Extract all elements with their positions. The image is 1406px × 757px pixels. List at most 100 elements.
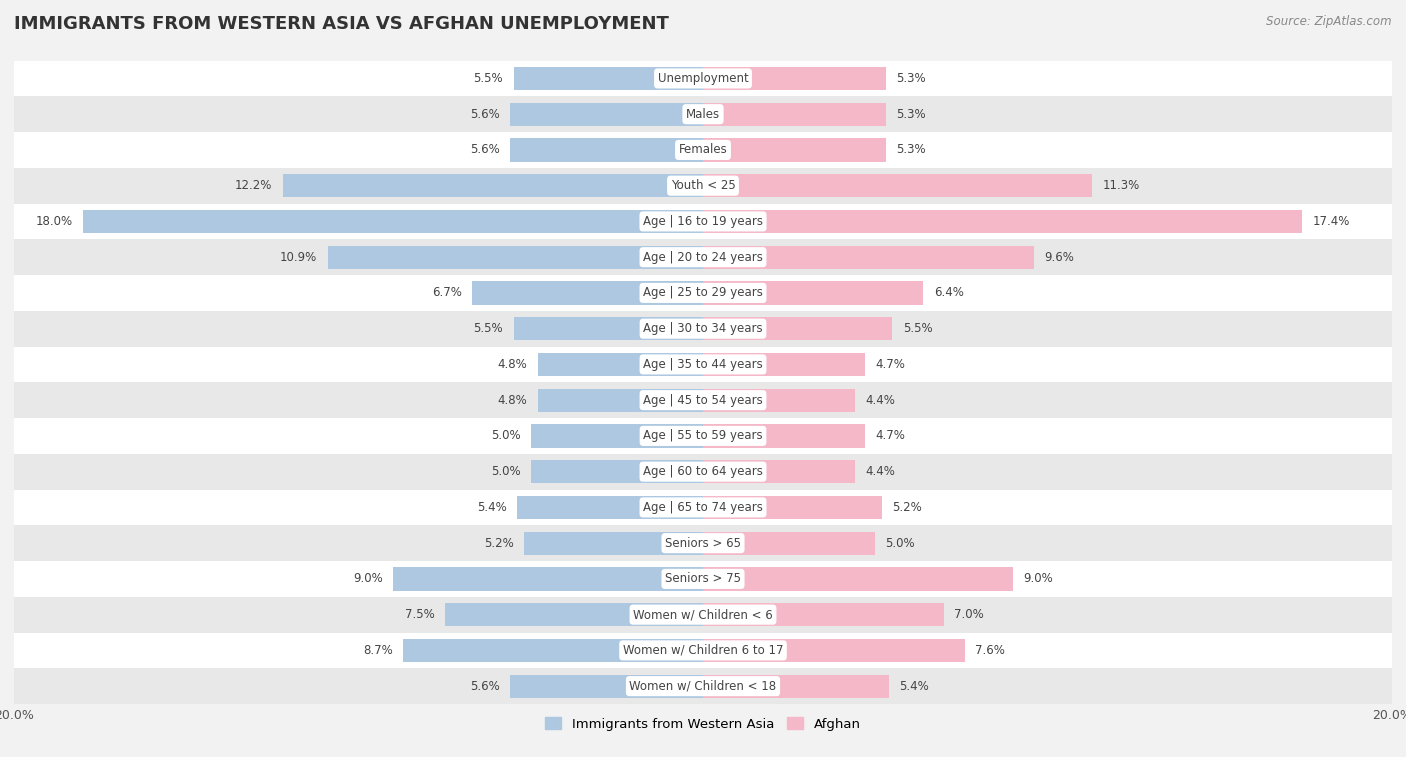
Text: Age | 25 to 29 years: Age | 25 to 29 years — [643, 286, 763, 300]
Bar — [703, 674, 889, 698]
Text: 5.2%: 5.2% — [484, 537, 513, 550]
Text: 5.5%: 5.5% — [474, 322, 503, 335]
Bar — [14, 525, 1392, 561]
Text: 5.6%: 5.6% — [470, 143, 499, 157]
Text: 5.6%: 5.6% — [470, 107, 499, 120]
Bar — [14, 347, 1392, 382]
Bar — [517, 496, 703, 519]
Text: Males: Males — [686, 107, 720, 120]
Text: 10.9%: 10.9% — [280, 251, 318, 263]
Bar — [14, 668, 1392, 704]
Text: 5.2%: 5.2% — [893, 501, 922, 514]
Bar — [14, 204, 1392, 239]
Text: 4.7%: 4.7% — [875, 358, 905, 371]
Bar — [392, 567, 703, 590]
Bar — [703, 210, 1302, 233]
Bar — [537, 353, 703, 376]
Text: 5.5%: 5.5% — [474, 72, 503, 85]
Text: 4.4%: 4.4% — [865, 465, 894, 478]
Text: 5.4%: 5.4% — [900, 680, 929, 693]
Bar — [703, 139, 886, 161]
Bar — [472, 282, 703, 304]
Text: Source: ZipAtlas.com: Source: ZipAtlas.com — [1267, 15, 1392, 28]
Bar — [283, 174, 703, 198]
Text: Youth < 25: Youth < 25 — [671, 179, 735, 192]
Bar — [513, 67, 703, 90]
Text: 4.7%: 4.7% — [875, 429, 905, 442]
Text: Seniors > 75: Seniors > 75 — [665, 572, 741, 585]
Text: 5.0%: 5.0% — [886, 537, 915, 550]
Bar — [703, 67, 886, 90]
Bar — [328, 245, 703, 269]
Text: Women w/ Children 6 to 17: Women w/ Children 6 to 17 — [623, 644, 783, 657]
Text: Age | 55 to 59 years: Age | 55 to 59 years — [643, 429, 763, 442]
Bar — [703, 353, 865, 376]
Bar — [703, 282, 924, 304]
Text: 7.0%: 7.0% — [955, 608, 984, 621]
Bar — [14, 597, 1392, 633]
Bar — [524, 531, 703, 555]
Text: Age | 65 to 74 years: Age | 65 to 74 years — [643, 501, 763, 514]
Bar — [14, 633, 1392, 668]
Bar — [404, 639, 703, 662]
Text: 9.0%: 9.0% — [1024, 572, 1053, 585]
Bar — [703, 245, 1033, 269]
Bar — [14, 168, 1392, 204]
Text: 5.3%: 5.3% — [896, 107, 925, 120]
Bar — [14, 561, 1392, 597]
Bar — [14, 239, 1392, 275]
Bar — [510, 139, 703, 161]
Bar — [444, 603, 703, 626]
Bar — [703, 388, 855, 412]
Text: 9.0%: 9.0% — [353, 572, 382, 585]
Bar — [14, 418, 1392, 453]
Bar — [703, 102, 886, 126]
Text: 18.0%: 18.0% — [35, 215, 73, 228]
Text: 5.0%: 5.0% — [491, 429, 520, 442]
Text: 8.7%: 8.7% — [363, 644, 392, 657]
Text: IMMIGRANTS FROM WESTERN ASIA VS AFGHAN UNEMPLOYMENT: IMMIGRANTS FROM WESTERN ASIA VS AFGHAN U… — [14, 15, 669, 33]
Text: 6.4%: 6.4% — [934, 286, 963, 300]
Text: 5.5%: 5.5% — [903, 322, 932, 335]
Text: 12.2%: 12.2% — [235, 179, 273, 192]
Text: Age | 20 to 24 years: Age | 20 to 24 years — [643, 251, 763, 263]
Text: 4.4%: 4.4% — [865, 394, 894, 407]
Text: Age | 60 to 64 years: Age | 60 to 64 years — [643, 465, 763, 478]
Bar — [537, 388, 703, 412]
Bar — [14, 132, 1392, 168]
Bar — [703, 317, 893, 341]
Text: 11.3%: 11.3% — [1102, 179, 1140, 192]
Legend: Immigrants from Western Asia, Afghan: Immigrants from Western Asia, Afghan — [540, 712, 866, 736]
Bar — [703, 174, 1092, 198]
Bar — [510, 102, 703, 126]
Text: 5.3%: 5.3% — [896, 72, 925, 85]
Text: Seniors > 65: Seniors > 65 — [665, 537, 741, 550]
Text: 17.4%: 17.4% — [1313, 215, 1350, 228]
Text: Age | 45 to 54 years: Age | 45 to 54 years — [643, 394, 763, 407]
Bar — [14, 311, 1392, 347]
Text: Women w/ Children < 6: Women w/ Children < 6 — [633, 608, 773, 621]
Bar — [531, 460, 703, 483]
Bar — [14, 453, 1392, 490]
Text: 5.3%: 5.3% — [896, 143, 925, 157]
Text: 6.7%: 6.7% — [432, 286, 461, 300]
Bar — [83, 210, 703, 233]
Bar — [703, 639, 965, 662]
Text: Age | 30 to 34 years: Age | 30 to 34 years — [643, 322, 763, 335]
Text: Age | 35 to 44 years: Age | 35 to 44 years — [643, 358, 763, 371]
Bar — [14, 382, 1392, 418]
Text: Women w/ Children < 18: Women w/ Children < 18 — [630, 680, 776, 693]
Bar — [703, 603, 945, 626]
Text: 4.8%: 4.8% — [498, 394, 527, 407]
Bar — [703, 424, 865, 447]
Bar — [14, 96, 1392, 132]
Bar — [14, 490, 1392, 525]
Text: 5.0%: 5.0% — [491, 465, 520, 478]
Text: Unemployment: Unemployment — [658, 72, 748, 85]
Bar — [703, 460, 855, 483]
Text: 7.6%: 7.6% — [976, 644, 1005, 657]
Bar — [531, 424, 703, 447]
Bar — [703, 496, 882, 519]
Text: 5.4%: 5.4% — [477, 501, 506, 514]
Bar — [14, 61, 1392, 96]
